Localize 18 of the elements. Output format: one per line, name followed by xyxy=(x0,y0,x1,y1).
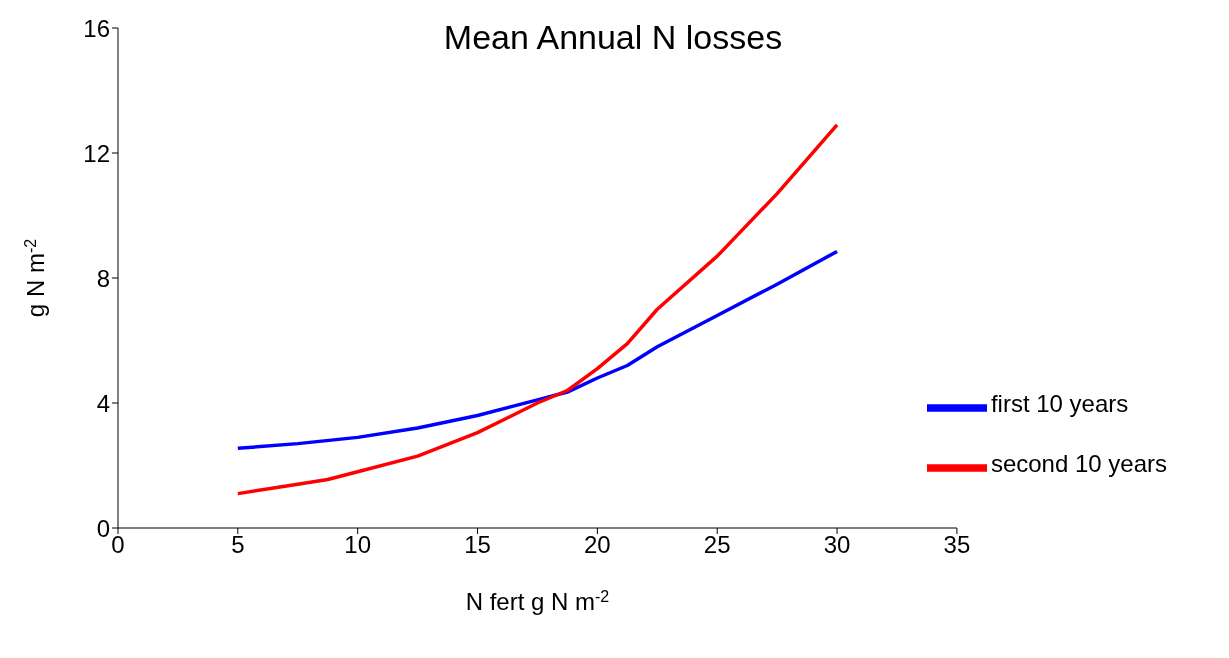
x-tick-label: 10 xyxy=(344,531,372,559)
x-tick-label: 15 xyxy=(464,531,491,559)
x-tick-label: 35 xyxy=(943,531,971,559)
y-tick-label: 12 xyxy=(83,139,110,167)
y-tick-label: 8 xyxy=(96,264,110,292)
x-tick-label: 20 xyxy=(584,531,611,559)
legend-label: first 10 years xyxy=(990,390,1129,418)
line-series xyxy=(236,123,839,496)
y-tick-label: 0 xyxy=(96,514,110,542)
x-axis-title: N fert g N m$^{-2}$ xyxy=(465,587,610,615)
line-series xyxy=(236,249,839,451)
chart-title: Mean Annual N losses xyxy=(442,18,784,57)
x-tick-label: 5 xyxy=(231,531,245,559)
y-tick-label: 4 xyxy=(96,389,110,417)
x-tick-label: 25 xyxy=(703,531,731,559)
legend-label: second 10 years xyxy=(990,450,1167,478)
x-tick-label: 30 xyxy=(823,531,851,559)
y-tick-label: 16 xyxy=(83,14,110,42)
